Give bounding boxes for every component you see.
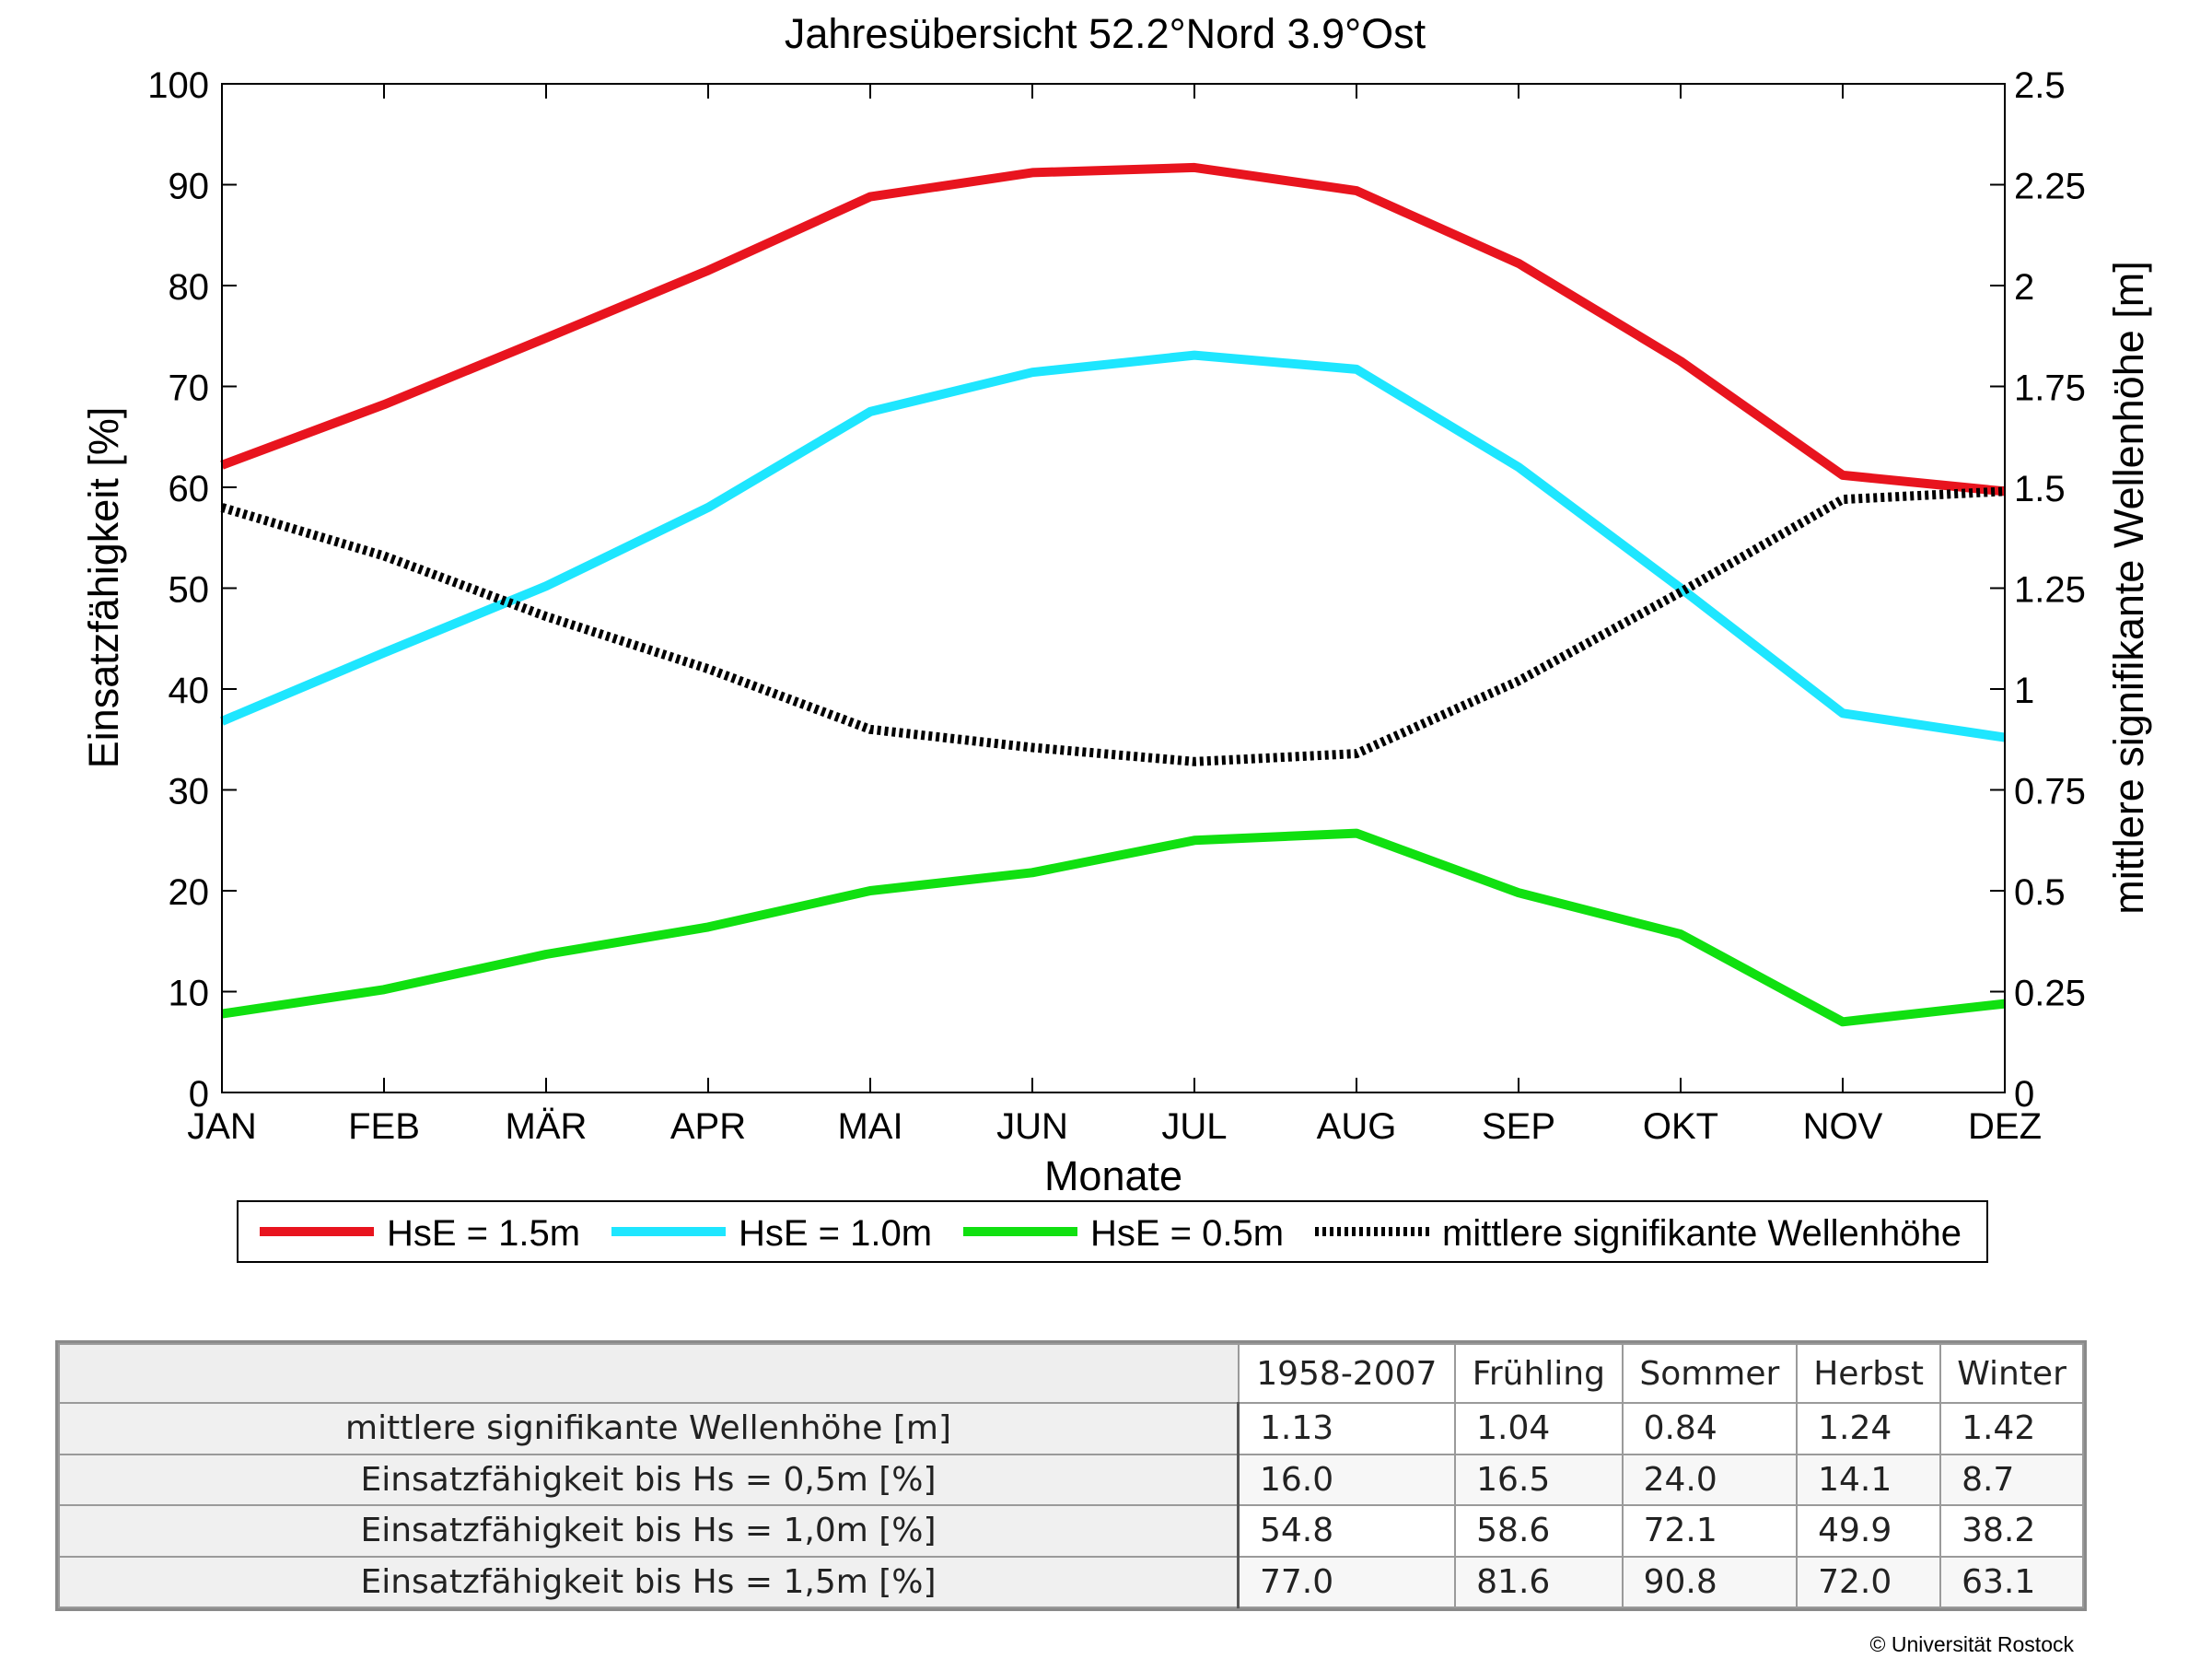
y2-tick-label: 1.75: [2014, 368, 2086, 409]
x-tick-label: JAN: [187, 1106, 257, 1147]
y2-axis-label: mittlere signifikante Wellenhöhe [m]: [2105, 261, 2152, 915]
table-cell: 16.5: [1454, 1453, 1624, 1506]
y-tick-labels: 0 10 20 30 40 50 60 70 80 90 100: [147, 65, 209, 1115]
x-tick-label: AUG: [1317, 1106, 1397, 1147]
table-header-summer: Sommer: [1621, 1343, 1799, 1404]
x-tick-label: MAI: [837, 1106, 902, 1147]
table-cell: 38.2: [1939, 1504, 2084, 1558]
legend-label: mittlere signifikante Wellenhöhe: [1442, 1213, 1962, 1254]
x-tick-label: FEB: [348, 1106, 420, 1147]
table-header-period: 1958-2007: [1237, 1343, 1457, 1404]
y-tick-label: 90: [169, 167, 210, 207]
y-tick-label: 10: [169, 974, 210, 1014]
table-cell: 24.0: [1621, 1453, 1799, 1506]
table-header-row: 1958-2007 Frühling Sommer Herbst Winter: [58, 1343, 2084, 1404]
x-axis-label: Monate: [1044, 1152, 1182, 1199]
y-tick-label: 60: [169, 469, 210, 509]
row-label: mittlere signifikante Wellenhöhe [m]: [58, 1402, 1240, 1455]
y2-tick-label: 0.5: [2014, 872, 2066, 913]
y-axis-label: Einsatzfähigkeit [%]: [80, 407, 127, 769]
x-tick-label: OKT: [1643, 1106, 1718, 1147]
legend: HsE = 1.5m HsE = 1.0m HsE = 0.5m mittlere s…: [237, 1200, 1988, 1263]
row-label: Einsatzfähigkeit bis Hs = 0,5m [%]: [58, 1453, 1240, 1506]
x-tick-label: SEP: [1482, 1106, 1555, 1147]
y2-tick-label: 0.25: [2014, 974, 2086, 1014]
table-cell: 77.0: [1237, 1555, 1457, 1608]
table-cell: 8.7: [1939, 1453, 2084, 1506]
row-label: Einsatzfähigkeit bis Hs = 1,0m [%]: [58, 1504, 1240, 1558]
table-cell: 1.24: [1796, 1402, 1942, 1455]
x-tick-label: DEZ: [1968, 1106, 2042, 1147]
y2-tick-label: 1: [2014, 671, 2034, 711]
series-layer: [220, 162, 2006, 1027]
x-tick-label: NOV: [1803, 1106, 1883, 1147]
y2-tick-label: 1.5: [2014, 469, 2066, 509]
table-cell: 90.8: [1621, 1555, 1799, 1608]
table-row: mittlere signifikante Wellenhöhe [m] 1.1…: [58, 1402, 2084, 1455]
x-tick-label: APR: [670, 1106, 746, 1147]
table-header-spring: Frühling: [1454, 1343, 1624, 1404]
chart: Jahresübersicht 52.2°Nord 3.9°Ost 010203…: [80, 10, 2152, 1263]
x-tick-label: JUN: [996, 1106, 1068, 1147]
y2-tick-label: 0.75: [2014, 772, 2086, 812]
y2-tick-label: 0: [2014, 1074, 2034, 1115]
table-header-winter: Winter: [1939, 1343, 2084, 1404]
axis-ticks: [221, 83, 2006, 1093]
y2-tick-label: 2.5: [2014, 65, 2066, 106]
table-cell: 16.0: [1237, 1453, 1457, 1506]
x-tick-label: MÄR: [506, 1106, 588, 1147]
table-cell: 72.0: [1796, 1555, 1942, 1608]
y-tick-label: 80: [169, 267, 210, 308]
table-cell: 14.1: [1796, 1453, 1942, 1506]
series-line: [221, 828, 2006, 1027]
chart-title: Jahresübersicht 52.2°Nord 3.9°Ost: [785, 10, 1426, 57]
legend-label: HsE = 1.5m: [387, 1213, 580, 1254]
table-cell: 1.04: [1454, 1402, 1624, 1455]
table-row: Einsatzfähigkeit bis Hs = 1,5m [%] 77.0 …: [58, 1555, 2084, 1608]
legend-label: HsE = 0.5m: [1090, 1213, 1284, 1254]
y-tick-label: 30: [169, 772, 210, 812]
x-tick-label: JUL: [1161, 1106, 1227, 1147]
y-tick-label: 70: [169, 368, 210, 409]
table-cell: 81.6: [1454, 1555, 1624, 1608]
summary-table: 1958-2007 Frühling Sommer Herbst Winter …: [58, 1343, 2084, 1608]
table-cell: 58.6: [1454, 1504, 1624, 1558]
y-tick-label: 50: [169, 570, 210, 611]
x-tick-labels: JAN FEB MÄR APR MAI JUN JUL AUG SEP OKT NOV DEZ: [187, 1106, 2042, 1147]
summary-table-container: 1958-2007 Frühling Sommer Herbst Winter …: [55, 1340, 2087, 1611]
y2-tick-label: 2.25: [2014, 167, 2086, 207]
series-line: [220, 486, 2006, 766]
y2-tick-label: 1.25: [2014, 570, 2086, 611]
y-tick-label: 100: [147, 65, 209, 106]
table-cell: 63.1: [1939, 1555, 2084, 1608]
table-cell: 54.8: [1237, 1504, 1457, 1558]
legend-box: [237, 1200, 1988, 1263]
series-line: [220, 350, 2006, 742]
table-cell: 49.9: [1796, 1504, 1942, 1558]
legend-label: HsE = 1.0m: [739, 1213, 932, 1254]
y-tick-label: 20: [169, 872, 210, 913]
y-tick-label: 40: [169, 671, 210, 711]
table-cell: 1.13: [1237, 1402, 1457, 1455]
table-header-corner: [58, 1343, 1240, 1404]
copyright-notice: © Universität Rostock: [1869, 1632, 2074, 1656]
table-row: Einsatzfähigkeit bis Hs = 1,0m [%] 54.8 …: [58, 1504, 2084, 1558]
table-header-autumn: Herbst: [1796, 1343, 1942, 1404]
y2-tick-labels: 0 0.25 0.5 0.75 1 1.25 1.5 1.75 2 2.25 2.5: [2014, 65, 2086, 1115]
table-cell: 72.1: [1621, 1504, 1799, 1558]
table-cell: 1.42: [1939, 1402, 2084, 1455]
y2-tick-label: 2: [2014, 267, 2034, 308]
series-line: [220, 162, 2006, 497]
plot-area: [221, 83, 2006, 1093]
table-cell: 0.84: [1621, 1402, 1799, 1455]
table-row: Einsatzfähigkeit bis Hs = 0,5m [%] 16.0 …: [58, 1453, 2084, 1506]
y-tick-label: 0: [189, 1074, 209, 1115]
row-label: Einsatzfähigkeit bis Hs = 1,5m [%]: [58, 1555, 1240, 1608]
